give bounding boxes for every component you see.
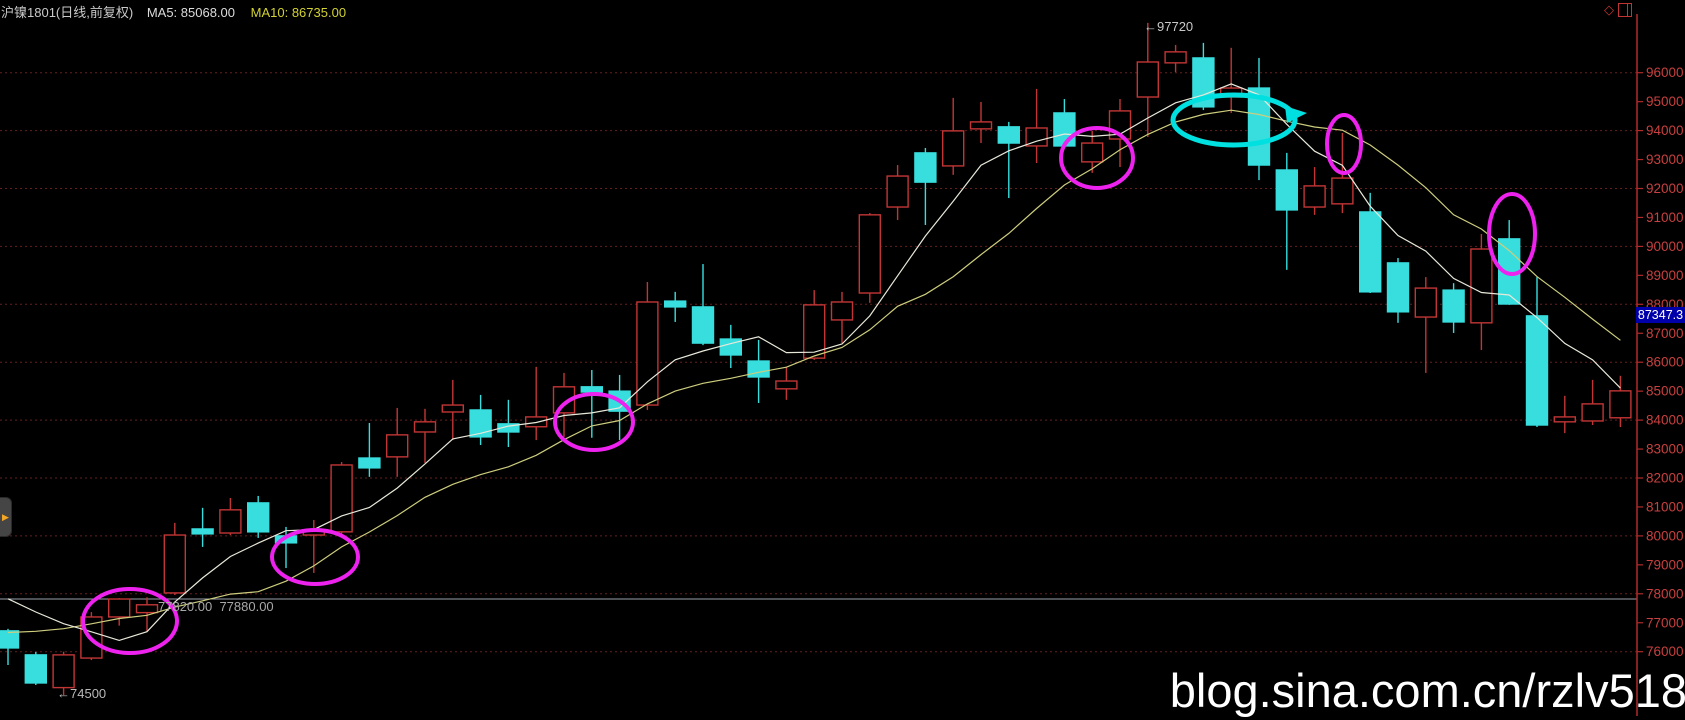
- candle-body: [1136, 61, 1160, 98]
- y-axis-label: 95000: [1646, 94, 1684, 109]
- candle-body: [52, 654, 75, 689]
- y-axis-label: 86000: [1646, 355, 1684, 370]
- candle-body: [107, 598, 131, 618]
- y-axis-label: 93000: [1646, 152, 1684, 167]
- candle-body: [1414, 287, 1438, 318]
- window-pane-icon[interactable]: [1618, 3, 1632, 17]
- watermark: blog.sina.com.cn/rzlv518: [1169, 664, 1685, 717]
- y-axis-label: 82000: [1646, 471, 1684, 486]
- candle-body: [1080, 142, 1104, 163]
- y-axis-label: 90000: [1646, 239, 1684, 254]
- candle-body: [1164, 51, 1187, 64]
- y-axis-label: 85000: [1646, 384, 1684, 399]
- candle-body: [1275, 169, 1299, 211]
- y-axis-label: 76000: [1646, 644, 1684, 659]
- drawn-ellipse: [1325, 113, 1363, 175]
- candle-body: [969, 121, 993, 130]
- candle-body: [1581, 403, 1604, 422]
- y-axis-label: 80000: [1646, 528, 1684, 543]
- grid-lines: [0, 72, 1637, 653]
- candle-body: [330, 464, 353, 533]
- candle-body: [135, 604, 159, 614]
- drawn-ellipse: [1487, 192, 1537, 276]
- ellipse-arrowhead: [1285, 106, 1307, 123]
- candle-body: [997, 126, 1020, 144]
- header-bar: 沪镍1801(日线,前复权) MA5: 85068.00 MA10: 86735…: [1, 2, 347, 20]
- ma10-line: [7, 109, 1621, 634]
- candle-body: [580, 386, 603, 393]
- y-axis-label: 91000: [1646, 210, 1684, 225]
- peak-price-annotation: ←97720: [1144, 19, 1194, 34]
- candle-body: [246, 502, 270, 533]
- candle-body: [1525, 315, 1549, 426]
- candle-body: [886, 175, 909, 208]
- candle-body: [1331, 177, 1354, 205]
- y-axis-label: 77000: [1646, 615, 1684, 630]
- level-price-annotation: 77820.00 77880.00: [158, 599, 274, 614]
- instrument-title: 沪镍1801(日线,前复权): [1, 5, 134, 20]
- candle-body: [1553, 416, 1577, 423]
- candle-body: [24, 654, 47, 684]
- candle-body: [1470, 248, 1493, 324]
- candle-body: [1442, 289, 1465, 323]
- ma10-value: MA10: 86735.00: [250, 5, 347, 20]
- drawn-ellipse: [270, 528, 360, 586]
- y-axis-label: 81000: [1646, 499, 1684, 514]
- highlight-ellipse: [1170, 92, 1298, 148]
- last-price-badge: 87347.3: [1636, 307, 1685, 323]
- candle-body: [1609, 390, 1632, 419]
- drawn-ellipse: [81, 587, 179, 655]
- candle-body: [0, 630, 20, 649]
- candle-body: [441, 404, 464, 413]
- candle-body: [525, 416, 548, 428]
- toolbar-icons: ◇: [1604, 3, 1632, 17]
- expand-arrow-icon: ▶: [2, 511, 9, 522]
- candle-body: [1053, 112, 1076, 147]
- y-axis-label: 94000: [1646, 123, 1684, 138]
- candle-body: [191, 528, 214, 535]
- candle-body: [664, 300, 687, 308]
- candle-body: [497, 423, 520, 433]
- y-axis-label: 83000: [1646, 442, 1684, 457]
- candle-body: [830, 301, 854, 321]
- y-axis-label: 89000: [1646, 268, 1684, 283]
- candle-body: [1025, 127, 1048, 147]
- candle-body: [1303, 185, 1326, 208]
- y-axis-label: 78000: [1646, 586, 1684, 601]
- candle-body: [469, 409, 492, 438]
- candle-body: [219, 509, 242, 534]
- candle-body: [858, 214, 881, 294]
- candle-body: [413, 421, 437, 433]
- y-axis-label: 84000: [1646, 413, 1684, 428]
- y-axis-ticks: 76000 77000 78000 79000 80000 81000 82000 83000…: [1637, 65, 1684, 659]
- ma5-value: MA5: 85068.00: [146, 5, 236, 20]
- annotation-ellipses: [81, 92, 1537, 655]
- candle-body: [636, 301, 659, 406]
- low-price-annotation: ←74500: [57, 686, 107, 701]
- candle-body: [803, 304, 826, 359]
- candle-body: [942, 130, 965, 167]
- y-axis-label: 79000: [1646, 557, 1684, 572]
- drawn-ellipse: [1059, 126, 1135, 190]
- candle-body: [775, 380, 798, 390]
- diamond-icon[interactable]: ◇: [1604, 2, 1614, 17]
- y-axis-label: 96000: [1646, 65, 1684, 80]
- candle-body: [691, 306, 715, 344]
- ma5-line: [7, 83, 1621, 642]
- candle-body: [1192, 57, 1215, 108]
- candle-body: [747, 360, 770, 378]
- candle-body: [1386, 262, 1410, 313]
- candle-body: [358, 457, 381, 469]
- sidebar-expand-handle[interactable]: ▶: [0, 497, 12, 537]
- drawn-ellipse: [553, 392, 635, 452]
- candle-body: [1358, 211, 1382, 293]
- y-axis-label: 87000: [1646, 326, 1684, 341]
- candle-body: [914, 152, 937, 183]
- candle-body: [163, 534, 187, 594]
- candle-body: [386, 434, 409, 458]
- y-axis-label: 92000: [1646, 181, 1684, 196]
